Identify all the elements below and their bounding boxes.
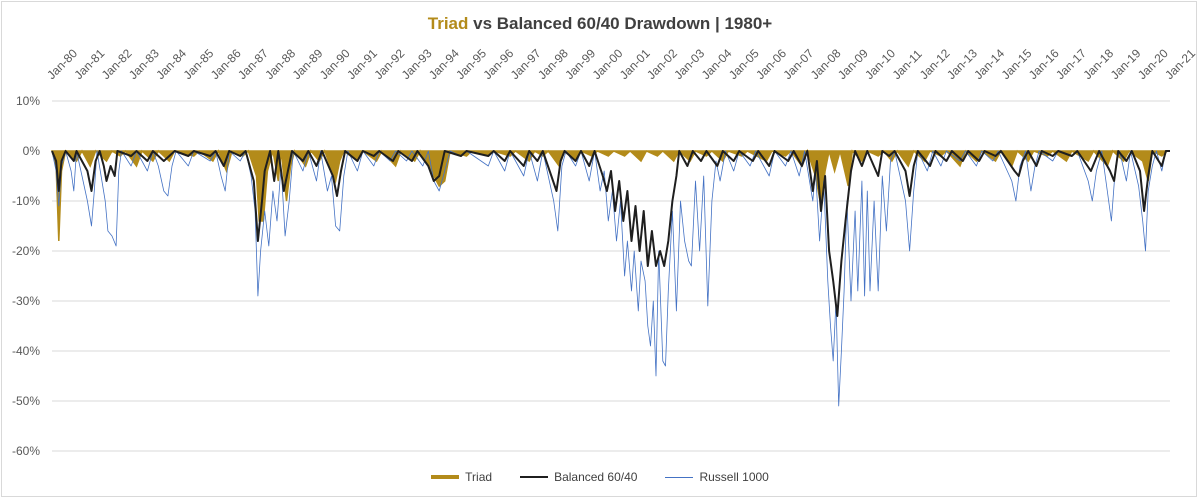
y-tick-label: -20%	[12, 244, 40, 258]
y-tick-label: -10%	[12, 194, 40, 208]
y-tick-label: 10%	[16, 94, 40, 108]
legend-label-russell: Russell 1000	[699, 470, 769, 484]
legend: Triad Balanced 60/40 Russell 1000	[0, 470, 1200, 484]
legend-label-triad: Triad	[465, 470, 493, 484]
chart-title-rest: vs Balanced 60/40 Drawdown | 1980+	[468, 14, 773, 33]
legend-item-triad: Triad	[431, 470, 492, 484]
legend-label-balanced: Balanced 60/40	[554, 470, 638, 484]
x-tick-label: Jan-11	[890, 47, 925, 82]
chart-title-accent: Triad	[427, 14, 469, 33]
y-tick-label: -30%	[12, 294, 40, 308]
legend-swatch-balanced	[520, 476, 549, 478]
legend-swatch-triad	[431, 475, 460, 479]
legend-swatch-russell	[665, 476, 694, 478]
legend-item-balanced: Balanced 60/40	[520, 470, 637, 484]
chart-title: Triad vs Balanced 60/40 Drawdown | 1980+	[0, 14, 1200, 34]
y-tick-label: 0%	[23, 144, 41, 158]
series-balanced-line	[51, 150, 1170, 317]
legend-item-russell: Russell 1000	[665, 470, 769, 484]
y-tick-label: -50%	[12, 394, 40, 408]
y-axis-ticks: 10% 0% -10% -20% -30% -40% -50% -60%	[12, 94, 40, 458]
series-russell-line	[51, 150, 1170, 407]
x-tick-label: Jan-21	[1162, 46, 1198, 82]
y-tick-label: -60%	[12, 444, 40, 458]
y-tick-label: -40%	[12, 344, 40, 358]
x-axis-ticks: Jan-80Jan-81Jan-82Jan-83Jan-84Jan-85Jan-…	[44, 46, 1198, 82]
series-triad-area	[51, 148, 1170, 242]
series-group	[51, 148, 1170, 407]
